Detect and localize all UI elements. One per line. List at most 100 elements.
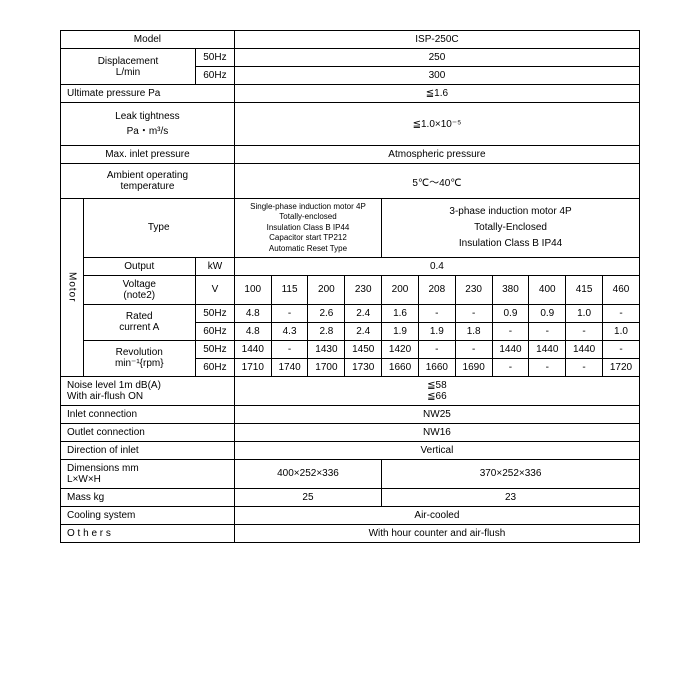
ultimate-label: Ultimate pressure Pa <box>61 85 235 103</box>
row-maxinlet: Max. inlet pressure Atmospheric pressure <box>61 146 640 164</box>
mass-v2: 23 <box>382 488 640 506</box>
noise-val: ≦58≦66 <box>234 376 639 405</box>
row-outlet-conn: Outlet connection NW16 <box>61 423 640 441</box>
disp-50-label: 50Hz <box>196 49 235 67</box>
row-cooling: Cooling system Air-cooled <box>61 506 640 524</box>
row-ambient: Ambient operatingtemperature 5℃～40℃ <box>61 164 640 199</box>
disp-60-label: 60Hz <box>196 67 235 85</box>
inlet-dir-val: Vertical <box>234 441 639 459</box>
v0: 100 <box>234 275 271 304</box>
r60-1: 4.3 <box>271 322 308 340</box>
v3: 230 <box>345 275 382 304</box>
disp-50-val: 250 <box>234 49 639 67</box>
rv60-10: 1720 <box>602 358 639 376</box>
row-model: Model ISP-250C <box>61 31 640 49</box>
r50-10: - <box>602 304 639 322</box>
row-inlet-dir: Direction of inlet Vertical <box>61 441 640 459</box>
row-rev-50: Revolutionmin⁻¹{rpm} 50Hz 1440 - 1430 14… <box>61 340 640 358</box>
leak-val: ≦1.0×10⁻⁵ <box>234 103 639 146</box>
v6: 230 <box>455 275 492 304</box>
r60-2: 2.8 <box>308 322 345 340</box>
row-disp-50: DisplacementL/min 50Hz 250 <box>61 49 640 67</box>
disp-60-val: 300 <box>234 67 639 85</box>
v1: 115 <box>271 275 308 304</box>
r60-4: 1.9 <box>382 322 419 340</box>
rv60-3: 1730 <box>345 358 382 376</box>
output-unit: kW <box>196 257 235 275</box>
rated-label: Ratedcurrent A <box>83 304 196 340</box>
rv50-9: 1440 <box>566 340 603 358</box>
mass-v1: 25 <box>234 488 381 506</box>
inlet-dir-label: Direction of inlet <box>61 441 235 459</box>
others-val: With hour counter and air-flush <box>234 524 639 542</box>
dims-label: Dimensions mmL×W×H <box>61 459 235 488</box>
model-label: Model <box>61 31 235 49</box>
r60-3: 2.4 <box>345 322 382 340</box>
outlet-conn-label: Outlet connection <box>61 423 235 441</box>
r50-5: - <box>418 304 455 322</box>
rv50-2: 1430 <box>308 340 345 358</box>
ambient-val: 5℃～40℃ <box>234 164 639 199</box>
rv60-1: 1740 <box>271 358 308 376</box>
r60-5: 1.9 <box>418 322 455 340</box>
mass-label: Mass kg <box>61 488 235 506</box>
r60-7: - <box>492 322 529 340</box>
disp-label: DisplacementL/min <box>61 49 196 85</box>
rv50-3: 1450 <box>345 340 382 358</box>
noise-label: Noise level 1m dB(A)With air-flush ON <box>61 376 235 405</box>
output-val: 0.4 <box>234 257 639 275</box>
others-label: O t h e r s <box>61 524 235 542</box>
r50-3: 2.4 <box>345 304 382 322</box>
rev-60-hz: 60Hz <box>196 358 235 376</box>
r60-6: 1.8 <box>455 322 492 340</box>
ultimate-val: ≦1.6 <box>234 85 639 103</box>
rv60-4: 1660 <box>382 358 419 376</box>
v2: 200 <box>308 275 345 304</box>
r50-1: - <box>271 304 308 322</box>
type-left: Single-phase induction motor 4P Totally-… <box>234 199 381 258</box>
ambient-label: Ambient operatingtemperature <box>61 164 235 199</box>
row-ultimate: Ultimate pressure Pa ≦1.6 <box>61 85 640 103</box>
r50-2: 2.6 <box>308 304 345 322</box>
r60-10: 1.0 <box>602 322 639 340</box>
rv50-8: 1440 <box>529 340 566 358</box>
rv50-6: - <box>455 340 492 358</box>
r50-0: 4.8 <box>234 304 271 322</box>
row-voltage: Voltage(note2) V 100 115 200 230 200 208… <box>61 275 640 304</box>
v7: 380 <box>492 275 529 304</box>
r50-8: 0.9 <box>529 304 566 322</box>
inlet-conn-val: NW25 <box>234 405 639 423</box>
voltage-unit: V <box>196 275 235 304</box>
rv60-5: 1660 <box>418 358 455 376</box>
r60-9: - <box>566 322 603 340</box>
maxinlet-val: Atmospheric pressure <box>234 146 639 164</box>
rv60-9: - <box>566 358 603 376</box>
row-rated-50: Ratedcurrent A 50Hz 4.8 - 2.6 2.4 1.6 - … <box>61 304 640 322</box>
type-right: 3-phase induction motor 4P Totally-Enclo… <box>382 199 640 258</box>
v10: 460 <box>602 275 639 304</box>
rv50-0: 1440 <box>234 340 271 358</box>
rated-60-hz: 60Hz <box>196 322 235 340</box>
v4: 200 <box>382 275 419 304</box>
outlet-conn-val: NW16 <box>234 423 639 441</box>
row-inlet-conn: Inlet connection NW25 <box>61 405 640 423</box>
model-value: ISP-250C <box>234 31 639 49</box>
type-label: Type <box>83 199 234 258</box>
leak-label: Leak tightnessPa・m³/s <box>61 103 235 146</box>
maxinlet-label: Max. inlet pressure <box>61 146 235 164</box>
r50-7: 0.9 <box>492 304 529 322</box>
row-others: O t h e r s With hour counter and air-fl… <box>61 524 640 542</box>
voltage-label: Voltage(note2) <box>83 275 196 304</box>
v8: 400 <box>529 275 566 304</box>
output-label: Output <box>83 257 196 275</box>
rv50-1: - <box>271 340 308 358</box>
rv60-6: 1690 <box>455 358 492 376</box>
rv50-5: - <box>418 340 455 358</box>
motor-section: Motor <box>61 199 84 377</box>
rv50-4: 1420 <box>382 340 419 358</box>
rv60-8: - <box>529 358 566 376</box>
rv60-2: 1700 <box>308 358 345 376</box>
row-noise: Noise level 1m dB(A)With air-flush ON ≦5… <box>61 376 640 405</box>
rv50-7: 1440 <box>492 340 529 358</box>
cooling-val: Air-cooled <box>234 506 639 524</box>
